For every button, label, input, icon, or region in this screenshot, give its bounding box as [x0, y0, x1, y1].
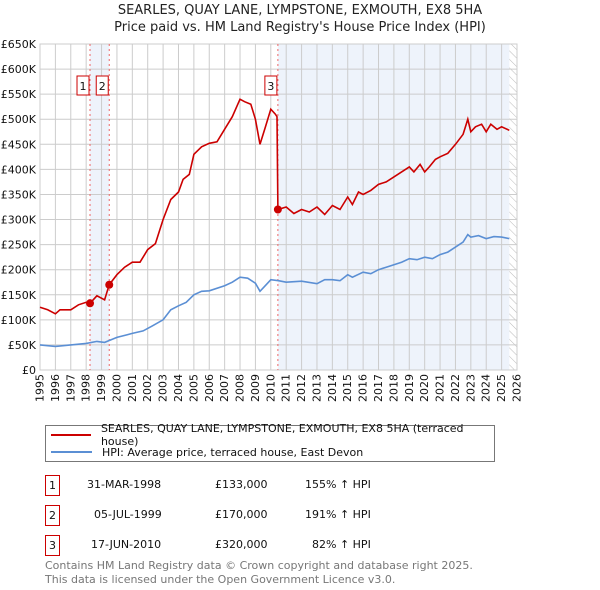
y-tick-label: £250K	[1, 239, 37, 252]
transaction-row: 2 05-JUL-1999 £170,000 191% ↑ HPI	[45, 505, 465, 527]
x-tick-label: 1998	[80, 374, 93, 402]
transaction-row: 1 31-MAR-1998 £133,000 155% ↑ HPI	[45, 475, 465, 497]
x-tick-label: 2018	[387, 374, 400, 402]
y-tick-label: £50K	[8, 339, 37, 352]
sale-marker-box	[76, 75, 90, 96]
x-tick-label: 2009	[249, 374, 262, 402]
plot-border	[39, 43, 518, 371]
x-tick-label: 1995	[34, 374, 47, 402]
legend-item-property: SEARLES, QUAY LANE, LYMPSTONE, EXMOUTH, …	[46, 422, 494, 448]
x-tick-label: 2010	[264, 374, 277, 402]
sale-point	[105, 280, 114, 289]
legend-swatch-blue	[51, 451, 92, 453]
x-tick-label: 2019	[403, 374, 416, 402]
y-tick-label: £550K	[1, 88, 37, 101]
transaction-price: £320,000	[215, 538, 268, 551]
x-tick-label: 2026	[511, 374, 524, 402]
x-tick-label: 2017	[372, 374, 385, 402]
transaction-hpi: 191% ↑ HPI	[305, 508, 371, 521]
x-tick-label: 2005	[187, 374, 200, 402]
legend-label: HPI: Average price, terraced house, East…	[102, 445, 364, 459]
transaction-number: 3	[45, 535, 60, 556]
x-tick-label: 2000	[110, 374, 123, 402]
transaction-price: £133,000	[215, 478, 268, 491]
chart-title: SEARLES, QUAY LANE, LYMPSTONE, EXMOUTH, …	[117, 3, 483, 18]
transaction-hpi: 155% ↑ HPI	[305, 478, 371, 491]
legend-swatch-red	[51, 434, 91, 436]
y-tick-label: £400K	[1, 163, 37, 176]
x-tick-label: 2020	[418, 374, 431, 402]
transaction-number: 2	[45, 505, 60, 526]
shaded-period	[90, 44, 110, 370]
y-tick-label: £350K	[1, 188, 37, 201]
x-tick-label: 1999	[95, 374, 108, 402]
x-tick-label: 2016	[357, 374, 370, 402]
transaction-date: 05-JUL-1999	[94, 508, 162, 521]
y-tick-label: £300K	[1, 214, 37, 227]
transaction-price: £170,000	[215, 508, 268, 521]
transaction-hpi: 82% ↑ HPI	[312, 538, 371, 551]
y-tick-label: £600K	[1, 63, 37, 76]
transaction-number: 1	[45, 475, 60, 496]
sale-marker-box	[95, 75, 109, 96]
y-tick-label: £100K	[1, 314, 37, 327]
y-tick-label: £650K	[1, 38, 37, 51]
sale-marker-label: 3	[267, 80, 274, 93]
y-tick-label: £450K	[1, 138, 37, 151]
future-hatch	[509, 44, 517, 370]
x-tick-label: 2007	[218, 374, 231, 402]
footer-copyright: Contains HM Land Registry data © Crown c…	[45, 559, 473, 572]
x-tick-label: 2004	[172, 374, 185, 402]
x-tick-label: 2008	[234, 374, 247, 402]
x-tick-label: 2012	[295, 374, 308, 402]
sale-marker-label: 1	[80, 80, 87, 93]
y-tick-label: £0	[22, 364, 36, 377]
property-price-line	[39, 98, 510, 315]
x-tick-label: 1997	[64, 374, 77, 402]
chart-legend: SEARLES, QUAY LANE, LYMPSTONE, EXMOUTH, …	[45, 422, 495, 462]
transaction-date: 17-JUN-2010	[91, 538, 162, 551]
x-tick-label: 2002	[141, 374, 154, 402]
transaction-row: 3 17-JUN-2010 £320,000 82% ↑ HPI	[45, 535, 465, 557]
y-tick-label: £150K	[1, 289, 37, 302]
sale-marker-box	[264, 75, 278, 96]
x-tick-label: 2003	[157, 374, 170, 402]
y-tick-label: £500K	[1, 113, 37, 126]
x-tick-label: 1996	[49, 374, 62, 402]
transaction-date: 31-MAR-1998	[87, 478, 162, 491]
x-tick-label: 2001	[126, 374, 139, 402]
legend-item-hpi: HPI: Average price, terraced house, East…	[46, 444, 363, 460]
chart-subtitle: Price paid vs. HM Land Registry's House …	[114, 20, 486, 35]
sale-marker-label: 2	[99, 80, 106, 93]
x-tick-label: 2025	[495, 374, 508, 402]
sale-point	[273, 205, 282, 214]
x-tick-label: 2022	[449, 374, 462, 402]
legend-label: SEARLES, QUAY LANE, LYMPSTONE, EXMOUTH, …	[100, 422, 464, 448]
x-tick-label: 2006	[203, 374, 216, 402]
x-tick-label: 2011	[280, 374, 293, 402]
hpi-line	[39, 233, 510, 348]
x-tick-label: 2023	[464, 374, 477, 402]
x-tick-label: 2014	[326, 374, 339, 402]
x-tick-label: 2021	[434, 374, 447, 402]
x-tick-label: 2015	[341, 374, 354, 402]
x-tick-label: 2024	[480, 374, 493, 402]
x-tick-label: 2013	[310, 374, 323, 402]
footer-licence: This data is licensed under the Open Gov…	[45, 573, 396, 586]
sale-point	[86, 299, 95, 308]
y-tick-label: £200K	[1, 264, 37, 277]
